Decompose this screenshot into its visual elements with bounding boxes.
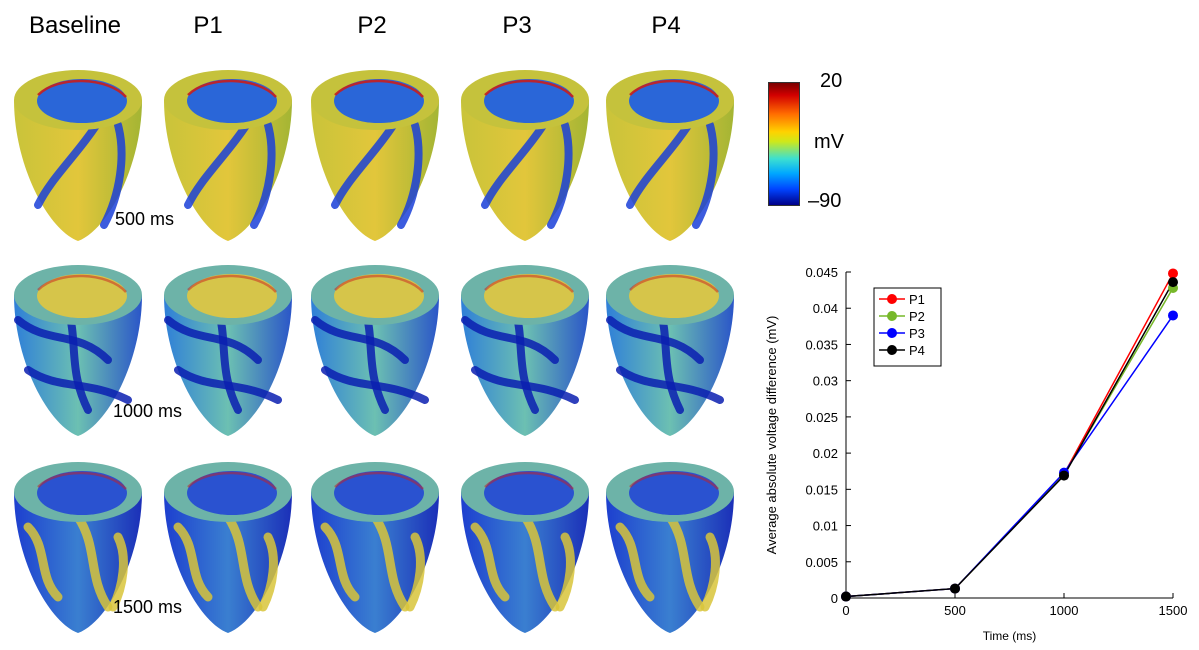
- heart-image: [311, 265, 439, 436]
- y-tick-label: 0.03: [813, 374, 838, 389]
- y-tick-label: 0.01: [813, 519, 838, 534]
- data-point-p1: [1168, 268, 1178, 279]
- row-label-1500ms: 1500 ms: [113, 597, 183, 617]
- heart-image: [461, 462, 589, 633]
- column-label-p2: P2: [357, 12, 387, 39]
- legend-label-p2: P2: [909, 309, 925, 324]
- x-tick-label: 1000: [1050, 603, 1079, 618]
- y-axis-label: Average absolute voltage difference (mV): [764, 316, 779, 555]
- y-tick-label: 0.005: [805, 555, 838, 570]
- legend-label-p3: P3: [909, 326, 925, 341]
- heart-image: [461, 265, 589, 436]
- row-label-1000ms: 1000 ms: [113, 401, 183, 421]
- colorbar-max-label: 20: [820, 70, 843, 92]
- x-axis-label: Time (ms): [983, 629, 1037, 643]
- heart-image: [461, 70, 589, 241]
- heart-image: [14, 70, 142, 241]
- heart-image: [164, 462, 292, 633]
- y-tick-label: 0.035: [805, 337, 838, 352]
- legend-marker-p4: [887, 345, 897, 355]
- y-tick-label: 0.02: [813, 446, 838, 461]
- legend-label-p1: P1: [909, 292, 925, 307]
- series-line-p4: [845, 281, 1174, 598]
- legend-label-p4: P4: [909, 343, 925, 358]
- data-point-p3: [1168, 310, 1178, 321]
- y-tick-label: 0.04: [813, 301, 838, 316]
- column-label-p4: P4: [651, 12, 681, 39]
- y-tick-label: 0: [831, 591, 838, 606]
- heart-image: [311, 70, 439, 241]
- column-label-p1: P1: [193, 12, 223, 39]
- colorbar-unit-label: mV: [814, 131, 844, 153]
- heart-image: [606, 462, 734, 633]
- legend-marker-p3: [887, 328, 897, 338]
- row-label-500ms: 500 ms: [115, 209, 175, 229]
- heart-image: [164, 70, 292, 241]
- x-tick-label: 1500: [1159, 603, 1188, 618]
- line-chart: 0 500 1000 1500 0 0.005 0.01 0.015 0.02 0.025 0.03…: [764, 265, 1188, 643]
- heart-image: [606, 265, 734, 436]
- legend-marker-p1: [887, 294, 897, 304]
- data-point-p4: [1059, 470, 1069, 481]
- legend-box: [873, 287, 942, 367]
- heart-image: [14, 462, 142, 633]
- colorbar-min-label: –90: [808, 190, 842, 212]
- heart-image: [311, 462, 439, 633]
- x-tick-label: 500: [944, 603, 966, 618]
- x-tick-label: 0: [842, 603, 849, 618]
- heart-image: [606, 70, 734, 241]
- heart-image: [14, 265, 142, 436]
- y-tick-label: 0.045: [805, 265, 838, 280]
- data-point-p4: [1168, 277, 1178, 288]
- colorbar: [768, 82, 800, 206]
- column-label-p3: P3: [502, 12, 532, 39]
- heart-image: [164, 265, 292, 436]
- column-label-baseline: Baseline: [28, 12, 122, 39]
- y-tick-label: 0.015: [805, 482, 838, 497]
- data-point-p4: [950, 583, 960, 594]
- legend-marker-p2: [887, 311, 897, 321]
- y-tick-label: 0.025: [805, 410, 838, 425]
- data-point-p4: [841, 591, 851, 602]
